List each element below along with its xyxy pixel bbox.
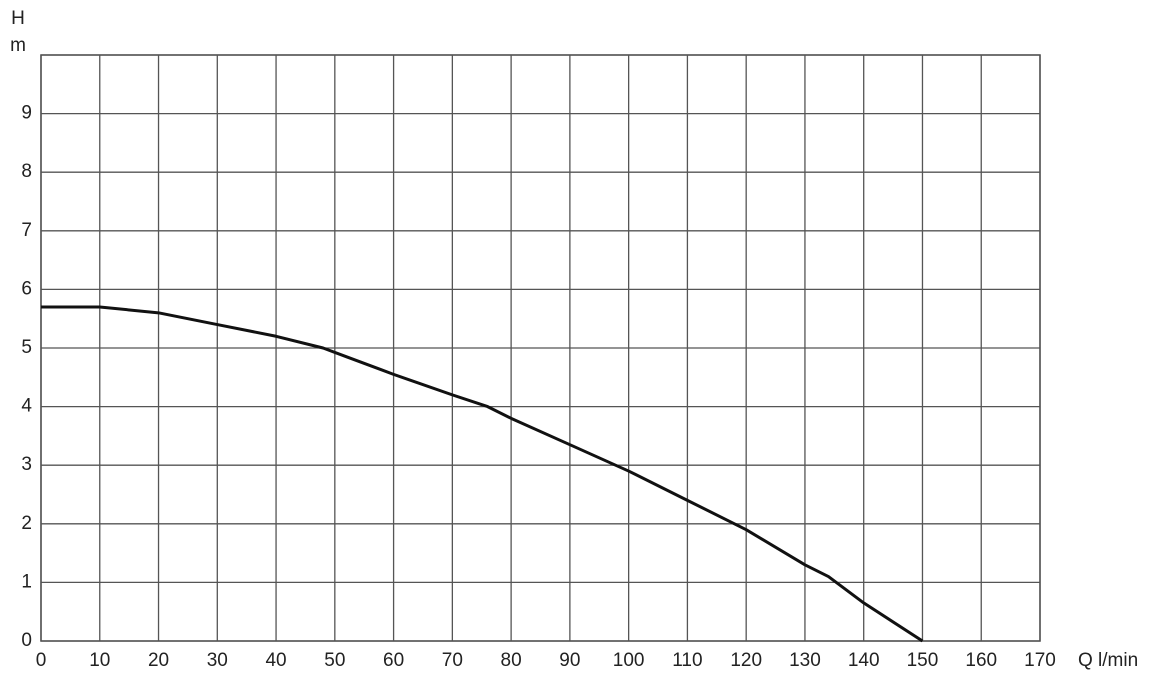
x-tick-label: 100 — [613, 650, 645, 671]
x-tick-label: 20 — [148, 650, 169, 671]
x-tick-label: 10 — [89, 650, 110, 671]
y-tick-label: 1 — [21, 571, 32, 592]
y-tick-label: 6 — [21, 278, 32, 299]
x-tick-label: 150 — [907, 650, 939, 671]
x-tick-label: 120 — [730, 650, 762, 671]
x-tick-label: 70 — [442, 650, 463, 671]
y-axis-label: H — [11, 8, 25, 29]
y-tick-label: 4 — [21, 396, 32, 417]
x-tick-label: 40 — [265, 650, 286, 671]
x-tick-label: 130 — [789, 650, 821, 671]
y-tick-label: 7 — [21, 220, 32, 241]
y-tick-label: 0 — [21, 630, 32, 651]
y-tick-label: 5 — [21, 337, 32, 358]
y-axis-unit: m — [10, 35, 26, 56]
y-tick-label: 9 — [21, 103, 32, 124]
x-tick-label: 140 — [848, 650, 880, 671]
x-tick-label: 90 — [559, 650, 580, 671]
x-tick-label: 170 — [1024, 650, 1056, 671]
y-tick-label: 8 — [21, 161, 32, 182]
x-tick-label: 30 — [207, 650, 228, 671]
curve — [41, 305, 924, 643]
x-tick-label: 50 — [324, 650, 345, 671]
x-tick-label: 60 — [383, 650, 404, 671]
y-tick-label: 3 — [21, 454, 32, 475]
y-tick-label: 2 — [21, 513, 32, 534]
x-axis-label: Q l/min — [1078, 650, 1138, 671]
x-tick-label: 160 — [965, 650, 997, 671]
x-tick-label: 80 — [501, 650, 522, 671]
x-tick-label: 0 — [36, 650, 47, 671]
x-tick-label: 110 — [672, 650, 702, 671]
